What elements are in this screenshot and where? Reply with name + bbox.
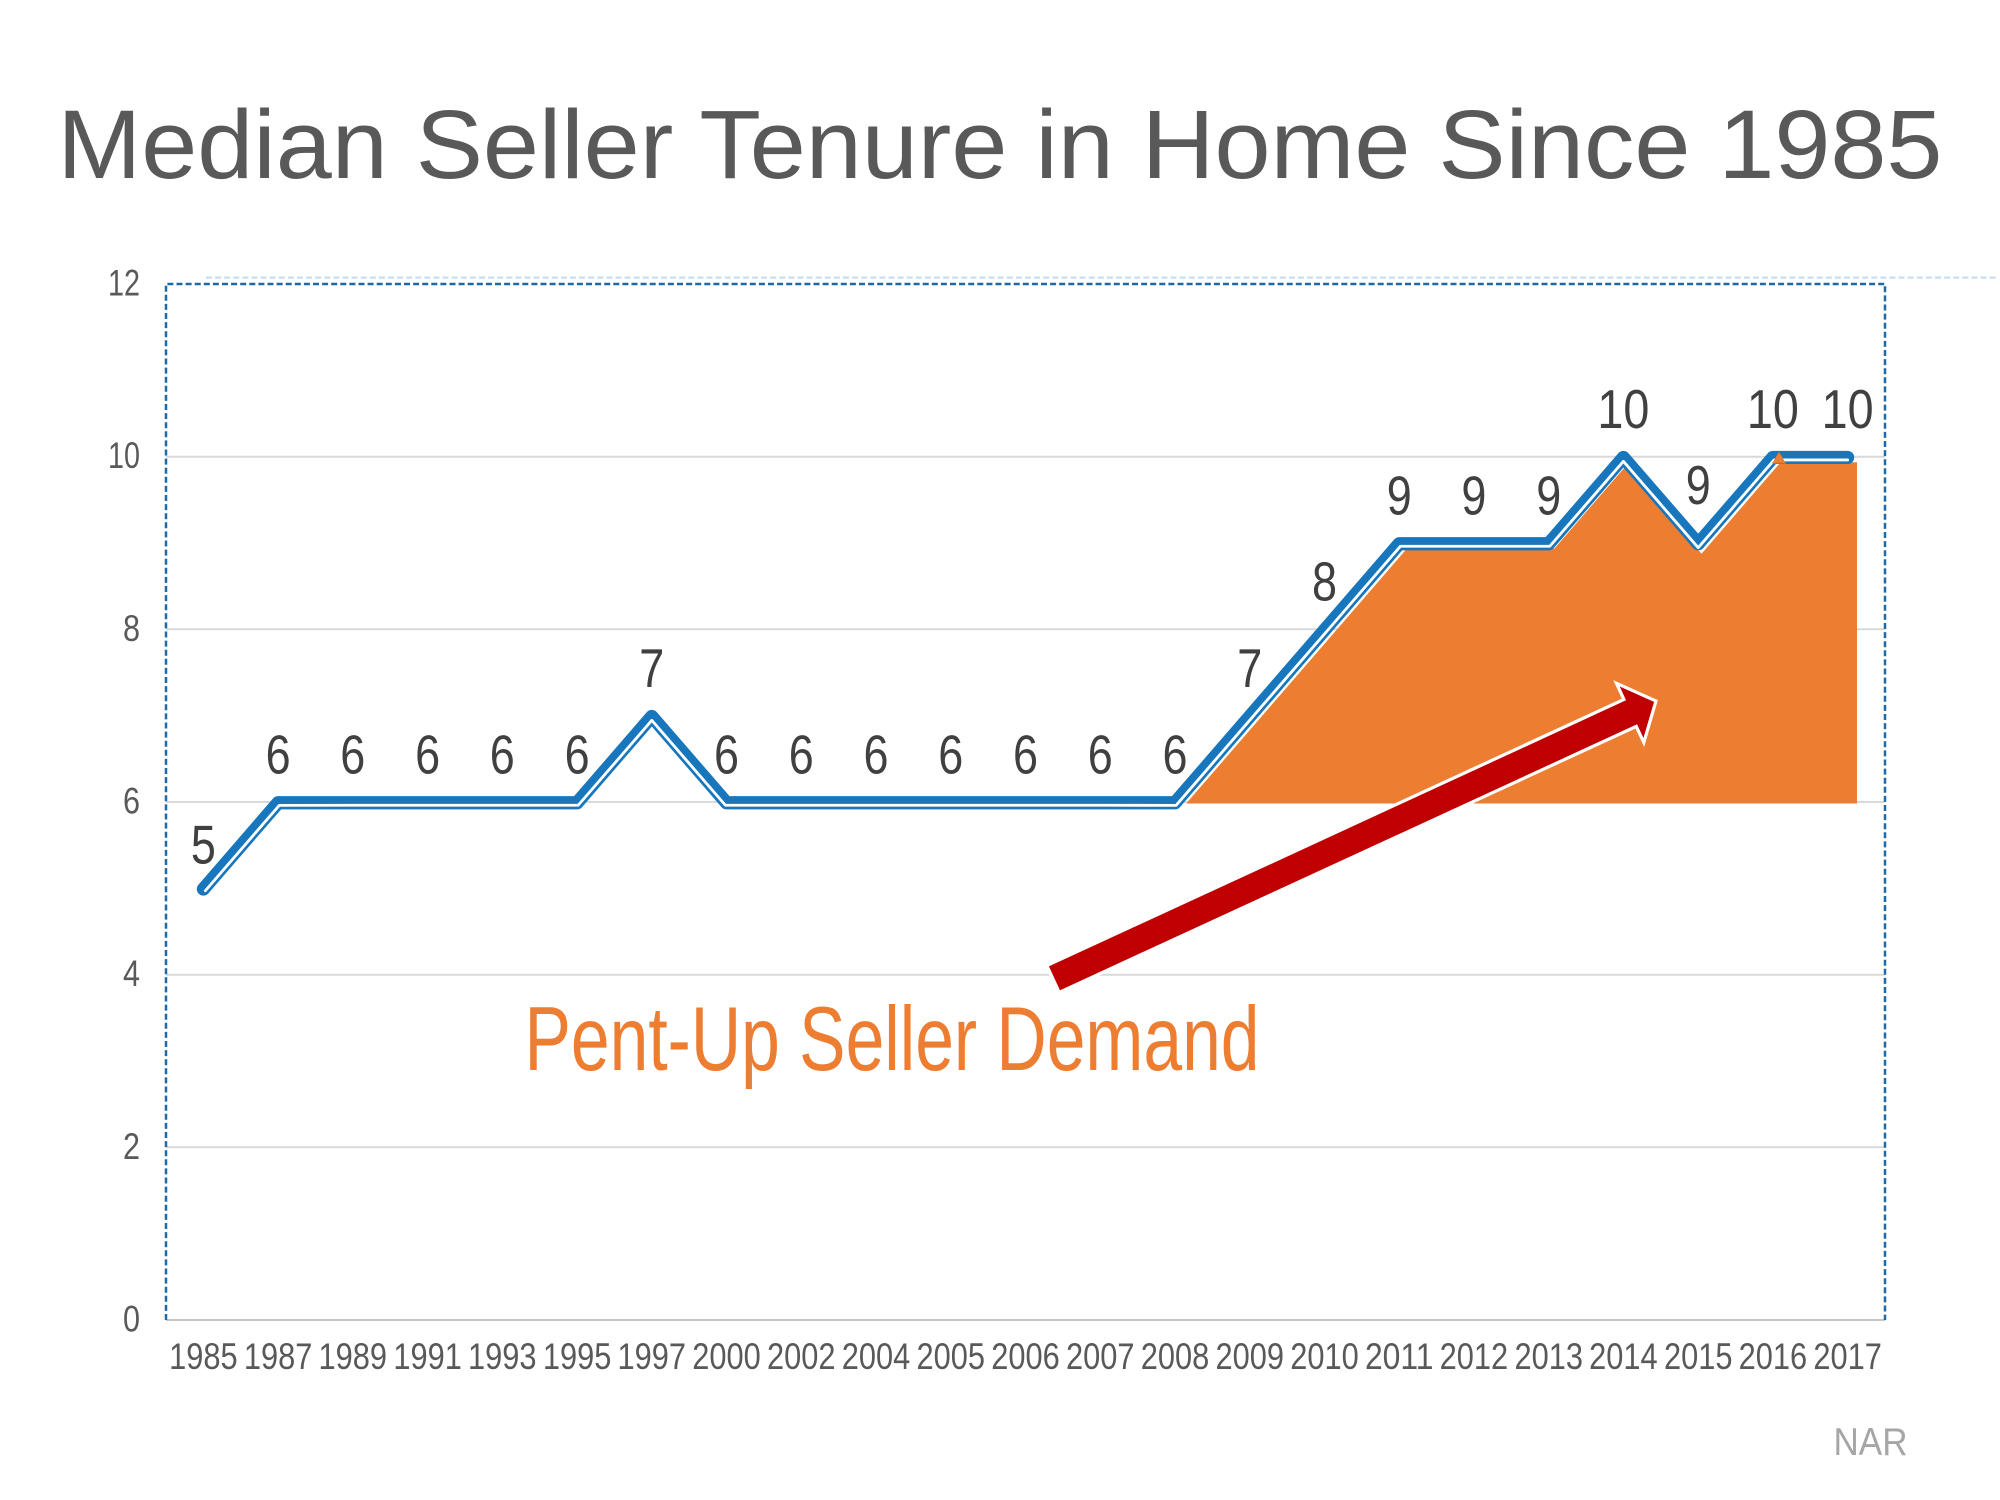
svg-text:1991: 1991 — [393, 1336, 462, 1377]
svg-text:Median Seller Tenure in Home S: Median Seller Tenure in Home Since 1985 — [57, 90, 1942, 199]
svg-text:6: 6 — [123, 781, 140, 822]
svg-text:10: 10 — [1597, 378, 1649, 440]
svg-text:6: 6 — [415, 723, 440, 785]
svg-text:2002: 2002 — [767, 1336, 836, 1377]
svg-text:0: 0 — [123, 1299, 140, 1340]
svg-text:6: 6 — [565, 723, 590, 785]
svg-text:4: 4 — [123, 953, 140, 994]
svg-text:1987: 1987 — [244, 1336, 313, 1377]
svg-text:2007: 2007 — [1066, 1336, 1135, 1377]
svg-text:10: 10 — [1747, 378, 1799, 440]
svg-text:2004: 2004 — [842, 1336, 911, 1377]
svg-text:1985: 1985 — [169, 1336, 238, 1377]
svg-text:2006: 2006 — [991, 1336, 1060, 1377]
svg-text:2005: 2005 — [917, 1336, 986, 1377]
svg-text:6: 6 — [266, 723, 291, 785]
svg-text:6: 6 — [938, 723, 963, 785]
svg-text:6: 6 — [1088, 723, 1113, 785]
svg-text:2015: 2015 — [1664, 1336, 1733, 1377]
svg-text:10: 10 — [1822, 378, 1874, 440]
svg-text:9: 9 — [1387, 464, 1412, 526]
svg-text:5: 5 — [191, 814, 216, 876]
svg-text:7: 7 — [639, 637, 664, 699]
svg-text:9: 9 — [1461, 464, 1486, 526]
svg-text:6: 6 — [1013, 723, 1038, 785]
svg-text:2000: 2000 — [692, 1336, 761, 1377]
svg-text:1993: 1993 — [468, 1336, 537, 1377]
svg-text:2014: 2014 — [1589, 1336, 1658, 1377]
svg-text:2010: 2010 — [1290, 1336, 1359, 1377]
svg-text:2011: 2011 — [1365, 1336, 1434, 1377]
svg-text:8: 8 — [123, 608, 140, 649]
svg-text:6: 6 — [789, 723, 814, 785]
svg-text:Pent-Up Seller Demand: Pent-Up Seller Demand — [525, 989, 1260, 1090]
svg-text:1995: 1995 — [543, 1336, 612, 1377]
svg-text:6: 6 — [714, 723, 739, 785]
svg-text:12: 12 — [108, 263, 140, 304]
svg-text:2: 2 — [123, 1126, 140, 1167]
svg-text:2008: 2008 — [1141, 1336, 1210, 1377]
svg-text:10: 10 — [108, 435, 140, 476]
svg-text:2013: 2013 — [1514, 1336, 1583, 1377]
svg-text:6: 6 — [864, 723, 889, 785]
svg-text:2016: 2016 — [1739, 1336, 1808, 1377]
svg-text:9: 9 — [1536, 464, 1561, 526]
svg-text:6: 6 — [1163, 723, 1188, 785]
svg-text:2012: 2012 — [1440, 1336, 1509, 1377]
svg-text:NAR: NAR — [1834, 1421, 1908, 1464]
svg-text:1997: 1997 — [618, 1336, 687, 1377]
svg-text:2009: 2009 — [1215, 1336, 1284, 1377]
svg-text:1989: 1989 — [319, 1336, 388, 1377]
svg-text:6: 6 — [340, 723, 365, 785]
svg-text:7: 7 — [1237, 637, 1262, 699]
svg-text:8: 8 — [1312, 551, 1337, 613]
svg-text:2017: 2017 — [1813, 1336, 1882, 1377]
svg-text:6: 6 — [490, 723, 515, 785]
svg-text:9: 9 — [1686, 454, 1711, 516]
